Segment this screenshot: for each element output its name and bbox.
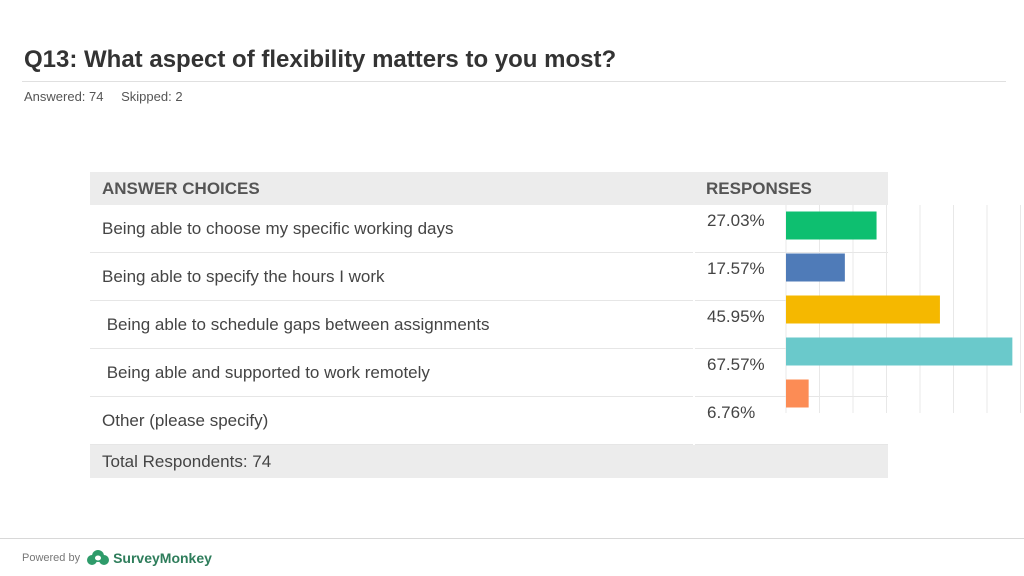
response-percent: 45.95%	[693, 300, 888, 349]
question-title: Q13: What aspect of flexibility matters …	[24, 46, 617, 73]
answered-count: Answered: 74	[24, 89, 104, 104]
table-row: Being able and supported to work remotel…	[90, 348, 888, 397]
response-percent: 27.03%	[693, 205, 888, 253]
skipped-count: Skipped: 2	[121, 89, 183, 104]
surveymonkey-brand: SurveyMonkey	[113, 550, 212, 566]
answer-choice-label: Other (please specify)	[90, 396, 694, 445]
answer-table: ANSWER CHOICES RESPONSES Being able to c…	[90, 172, 888, 478]
response-percent: 6.76%	[693, 396, 888, 445]
powered-by-text: Powered by	[22, 552, 81, 564]
footer-divider	[0, 538, 1024, 539]
total-empty-cell	[694, 444, 888, 478]
response-percent: 17.57%	[693, 252, 888, 301]
footer: Powered by SurveyMonkey	[22, 549, 212, 567]
answer-choice-label: Being able and supported to work remotel…	[90, 348, 694, 397]
response-percent: 67.57%	[693, 348, 888, 397]
header-answer-choices: ANSWER CHOICES	[90, 172, 694, 205]
table-row: Being able to schedule gaps between assi…	[90, 300, 888, 349]
answer-choice-label: Being able to specify the hours I work	[90, 252, 694, 301]
answer-choice-label: Being able to schedule gaps between assi…	[90, 300, 694, 349]
title-divider	[22, 81, 1006, 82]
table-row: Other (please specify) 6.76%	[90, 396, 888, 445]
total-respondents: Total Respondents: 74	[90, 444, 694, 478]
total-row: Total Respondents: 74	[90, 444, 888, 478]
header-responses: RESPONSES	[694, 172, 888, 205]
table-header-row: ANSWER CHOICES RESPONSES	[90, 172, 888, 205]
table-row: Being able to choose my specific working…	[90, 205, 888, 253]
table-row: Being able to specify the hours I work 1…	[90, 252, 888, 301]
surveymonkey-logo-icon	[87, 550, 110, 565]
answer-choice-label: Being able to choose my specific working…	[90, 205, 694, 253]
response-meta: Answered: 74 Skipped: 2	[24, 89, 197, 104]
